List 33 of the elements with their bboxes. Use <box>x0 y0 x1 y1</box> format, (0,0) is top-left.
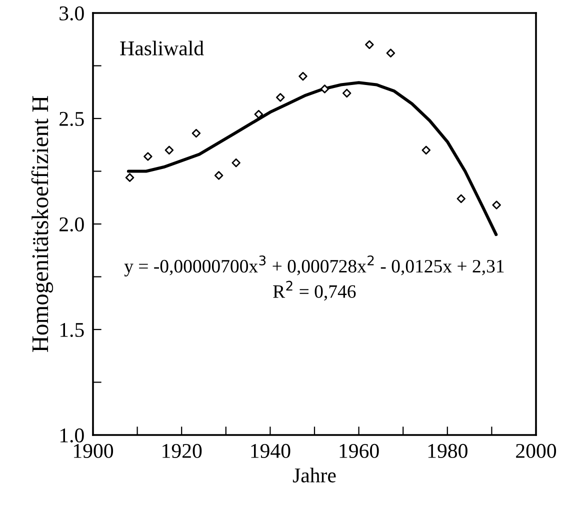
x-tick-label: 1980 <box>428 444 468 458</box>
point <box>254 110 264 119</box>
annotation: y = -0,00000700x$^{3}$ + 0,000728x$^{2}$ - 0,0125x + 2,31 <box>124 255 504 276</box>
annotation: R$^{2}$ = 0,746 <box>273 280 356 301</box>
y-tick-label: 3.0 <box>60 6 84 21</box>
x-tick-label: 2000 <box>516 444 556 458</box>
point <box>192 128 201 138</box>
x-tick-label: 1940 <box>251 444 290 458</box>
point <box>386 48 396 58</box>
x-tick-label: 1920 <box>162 444 202 458</box>
point <box>320 84 330 94</box>
y-tick-label: 1.0 <box>60 428 84 443</box>
point <box>492 200 501 210</box>
x-tick-label: 1900 <box>74 444 114 458</box>
point <box>456 194 466 204</box>
y-tick-label: 2.5 <box>60 112 84 126</box>
x-axis-title: Jahre <box>292 468 336 482</box>
point <box>422 146 431 155</box>
annotation: Hasliwald <box>120 40 204 56</box>
point <box>276 93 285 102</box>
point <box>365 40 374 50</box>
y-tick-label: 1.5 <box>60 322 84 338</box>
point <box>298 72 308 81</box>
point <box>232 158 240 168</box>
y-axis-title: Homogenitätskoeffizient H <box>31 96 54 352</box>
line-series <box>126 81 498 236</box>
point <box>144 152 152 161</box>
point <box>214 171 224 180</box>
x-tick-label: 1960 <box>340 444 379 458</box>
point <box>342 88 352 98</box>
point <box>125 173 134 182</box>
point <box>164 146 174 155</box>
y-tick-label: 2.0 <box>60 217 84 232</box>
